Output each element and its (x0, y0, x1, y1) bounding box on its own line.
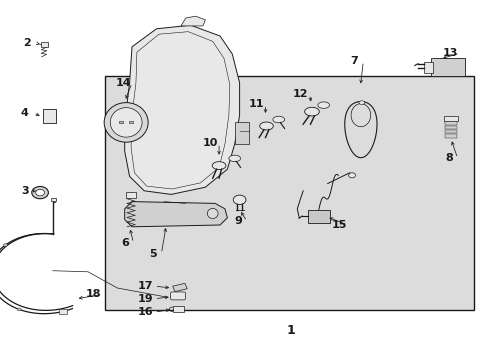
Text: 14: 14 (115, 78, 131, 88)
Text: 12: 12 (292, 89, 308, 99)
Ellipse shape (110, 108, 142, 137)
Text: 16: 16 (138, 307, 153, 317)
Text: 6: 6 (121, 238, 128, 248)
Bar (51, 198, 56, 201)
Text: 15: 15 (330, 220, 346, 230)
Ellipse shape (207, 208, 218, 219)
Text: 11: 11 (248, 99, 264, 109)
Polygon shape (234, 122, 249, 144)
Ellipse shape (32, 186, 48, 199)
Ellipse shape (3, 244, 7, 247)
Polygon shape (172, 283, 187, 292)
FancyBboxPatch shape (444, 134, 456, 138)
Ellipse shape (272, 116, 284, 123)
Ellipse shape (17, 308, 21, 311)
Polygon shape (124, 202, 227, 227)
FancyBboxPatch shape (170, 292, 185, 300)
Text: 17: 17 (138, 281, 153, 291)
Text: 18: 18 (86, 289, 102, 300)
Bar (41, 42, 48, 47)
Ellipse shape (348, 173, 355, 178)
Bar (424, 62, 432, 73)
Text: 1: 1 (286, 324, 295, 337)
Ellipse shape (233, 195, 245, 204)
Ellipse shape (259, 122, 273, 130)
Bar (128, 121, 132, 123)
Text: 7: 7 (350, 56, 358, 66)
Text: 3: 3 (21, 186, 29, 196)
FancyBboxPatch shape (444, 121, 456, 125)
Bar (307, 210, 329, 223)
FancyBboxPatch shape (444, 130, 456, 133)
Bar (126, 192, 136, 198)
Polygon shape (124, 25, 239, 194)
Text: 19: 19 (138, 294, 153, 304)
Text: 10: 10 (202, 138, 218, 148)
Text: 2: 2 (23, 38, 31, 48)
Polygon shape (181, 16, 205, 26)
Bar (119, 121, 122, 123)
FancyBboxPatch shape (444, 126, 456, 129)
Ellipse shape (36, 189, 44, 196)
Ellipse shape (317, 102, 329, 108)
Text: 5: 5 (148, 249, 156, 259)
Ellipse shape (304, 107, 319, 116)
Ellipse shape (212, 162, 225, 170)
Text: 8: 8 (444, 153, 452, 163)
Ellipse shape (104, 103, 148, 142)
Ellipse shape (358, 101, 364, 104)
Text: 9: 9 (234, 216, 242, 226)
Text: 13: 13 (442, 48, 458, 58)
Bar (173, 306, 183, 312)
Bar (59, 309, 66, 314)
Ellipse shape (228, 155, 240, 162)
Bar (43, 109, 56, 123)
Bar (105, 76, 473, 310)
Bar (430, 58, 464, 76)
Bar (443, 116, 457, 121)
Text: 4: 4 (20, 108, 28, 118)
